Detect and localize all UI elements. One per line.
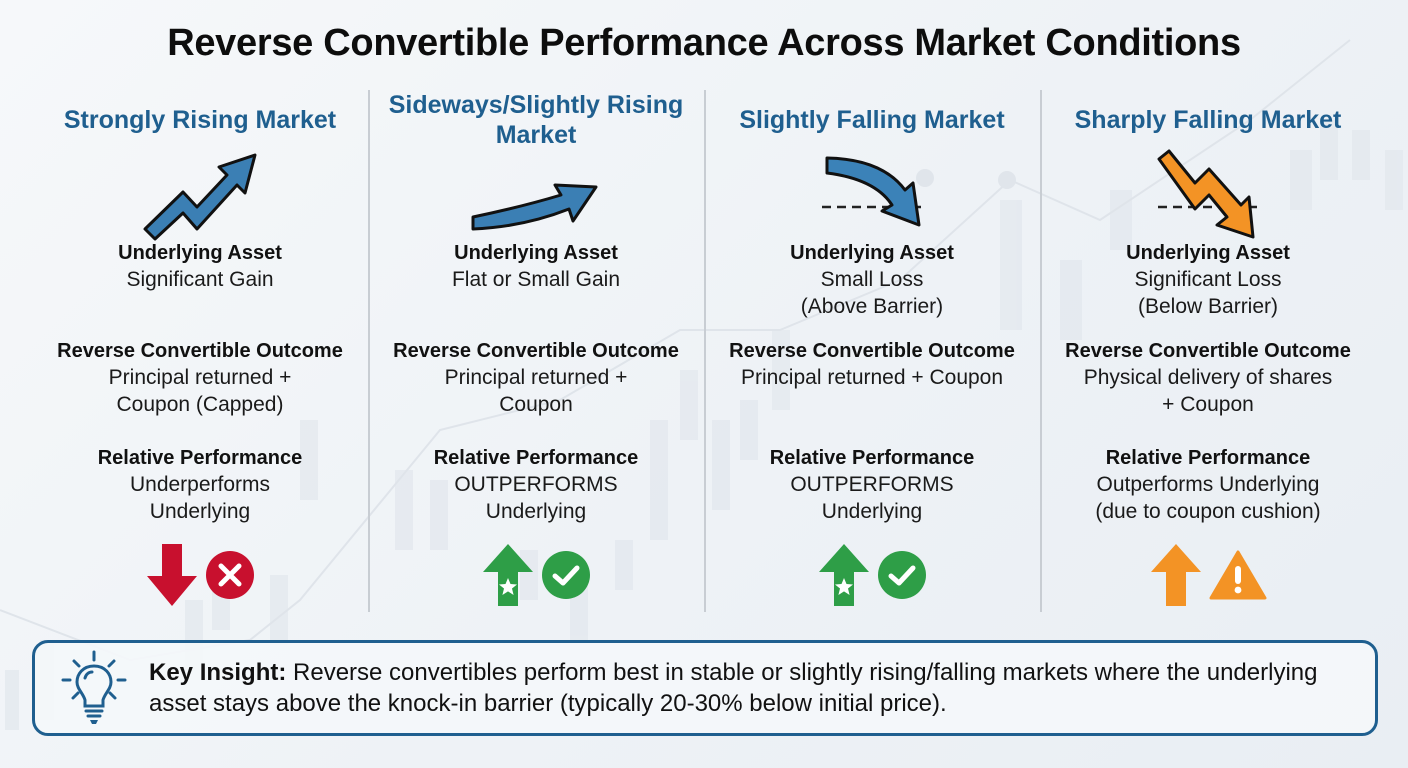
column-divider <box>704 90 706 612</box>
x-circle-icon <box>206 551 254 599</box>
underlying-block: Underlying Asset Small Loss (Above Barri… <box>704 240 1040 320</box>
outcome-label: Reverse Convertible Outcome <box>729 340 1015 362</box>
column-divider <box>1040 90 1042 612</box>
relative-label: Relative Performance <box>433 447 639 469</box>
relative-label: Relative Performance <box>97 447 303 469</box>
relative-block: Relative Performance Underperforms Under… <box>32 445 368 525</box>
scenario-title: Strongly Rising Market <box>63 106 337 134</box>
relative-label: Relative Performance <box>1105 447 1311 469</box>
outcome-value: Principal returned + Coupon <box>444 366 628 416</box>
up-arrow-icon <box>1151 544 1201 606</box>
lightbulb-icon <box>61 650 127 724</box>
underlying-label: Underlying Asset <box>454 242 618 264</box>
outcome-label: Reverse Convertible Outcome <box>393 340 679 362</box>
underlying-label: Underlying Asset <box>118 242 282 264</box>
key-insight-label: Key Insight: <box>149 659 287 686</box>
indicator-group <box>1040 542 1376 608</box>
scenario-title: Slightly Falling Market <box>739 106 1005 134</box>
check-circle-icon <box>878 551 926 599</box>
underlying-label: Underlying Asset <box>790 242 954 264</box>
curved-down-arrow-icon <box>822 156 927 227</box>
underlying-value: Significant Loss (Below Barrier) <box>1134 268 1282 318</box>
relative-value: OUTPERFORMS Underlying <box>790 473 954 523</box>
scenario-title: Sideways/Slightly Rising Market <box>388 91 684 149</box>
relative-label: Relative Performance <box>769 447 975 469</box>
indicator-group <box>704 542 1040 608</box>
relative-value: Outperforms Underlying (due to coupon cu… <box>1095 473 1321 523</box>
outcome-block: Reverse Convertible Outcome Physical del… <box>1040 338 1376 418</box>
star-up-arrow-icon <box>819 544 869 606</box>
underlying-block: Underlying Asset Flat or Small Gain <box>368 240 704 293</box>
curved-up-arrow-icon <box>471 183 598 231</box>
outcome-value: Physical delivery of shares + Coupon <box>1083 366 1333 416</box>
scenario-strongly-rising: Strongly Rising Market Underlying Asset … <box>32 90 368 615</box>
indicator-group <box>32 542 368 608</box>
outcome-block: Reverse Convertible Outcome Principal re… <box>32 338 368 418</box>
scenario-title: Sharply Falling Market <box>1074 106 1342 134</box>
outcome-value: Principal returned + Coupon (Capped) <box>108 366 292 416</box>
star-up-arrow-icon <box>483 544 533 606</box>
key-insight-text: Key Insight: Reverse convertibles perfor… <box>149 657 1375 719</box>
zigzag-down-arrow-icon <box>1157 149 1263 239</box>
indicator-group <box>368 542 704 608</box>
check-circle-icon <box>542 551 590 599</box>
outcome-label: Reverse Convertible Outcome <box>1065 340 1351 362</box>
underlying-block: Underlying Asset Significant Loss (Below… <box>1040 240 1376 320</box>
relative-value: OUTPERFORMS Underlying <box>454 473 618 523</box>
down-arrow-icon <box>147 544 197 606</box>
outcome-block: Reverse Convertible Outcome Principal re… <box>368 338 704 418</box>
underlying-block: Underlying Asset Significant Gain <box>32 240 368 293</box>
relative-block: Relative Performance OUTPERFORMS Underly… <box>368 445 704 525</box>
scenario-sharply-falling: Sharply Falling Market Underlying Asset … <box>1040 90 1376 615</box>
relative-block: Relative Performance Outperforms Underly… <box>1040 445 1376 525</box>
key-insight-body: Reverse convertibles perform best in sta… <box>149 659 1318 717</box>
zigzag-up-arrow-icon <box>143 153 257 241</box>
outcome-label: Reverse Convertible Outcome <box>57 340 343 362</box>
relative-value: Underperforms Underlying <box>129 473 271 523</box>
underlying-value: Small Loss (Above Barrier) <box>800 268 944 318</box>
outcome-block: Reverse Convertible Outcome Principal re… <box>704 338 1040 391</box>
relative-block: Relative Performance OUTPERFORMS Underly… <box>704 445 1040 525</box>
column-divider <box>368 90 370 612</box>
underlying-label: Underlying Asset <box>1126 242 1290 264</box>
scenario-sideways-rising: Sideways/Slightly Rising Market Underlyi… <box>368 90 704 615</box>
scenario-columns: Strongly Rising Market Underlying Asset … <box>32 90 1376 615</box>
underlying-value: Flat or Small Gain <box>451 268 621 291</box>
warning-triangle-icon <box>1209 550 1267 600</box>
page-title: Reverse Convertible Performance Across M… <box>167 22 1241 64</box>
key-insight-box: Key Insight: Reverse convertibles perfor… <box>32 640 1378 736</box>
scenario-slightly-falling: Slightly Falling Market Underlying Asset… <box>704 90 1040 615</box>
outcome-value: Principal returned + Coupon <box>740 366 1004 389</box>
underlying-value: Significant Gain <box>126 268 274 291</box>
